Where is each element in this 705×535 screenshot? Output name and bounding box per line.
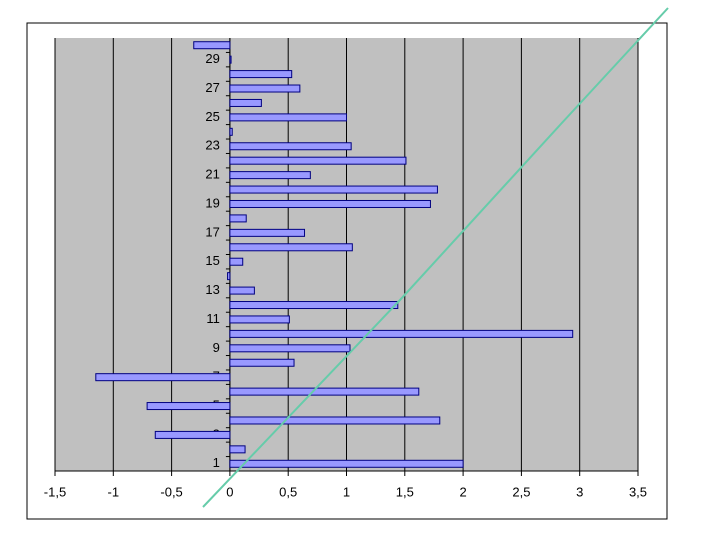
y-tick-label: 25 bbox=[205, 109, 219, 124]
y-tick-label: 17 bbox=[205, 224, 219, 239]
y-tick-label: 13 bbox=[205, 282, 219, 297]
bar bbox=[229, 286, 255, 295]
y-tick-label: 29 bbox=[205, 51, 219, 66]
x-tick-label: 2 bbox=[459, 484, 466, 499]
bar bbox=[229, 228, 306, 237]
bar bbox=[229, 358, 295, 367]
bar bbox=[146, 402, 231, 411]
x-tick-label: 3 bbox=[576, 484, 583, 499]
x-tick-label: 2,5 bbox=[512, 484, 530, 499]
bar bbox=[227, 272, 231, 281]
y-tick-label: 27 bbox=[205, 80, 219, 95]
y-tick-label: 1 bbox=[213, 455, 220, 470]
bar bbox=[229, 84, 301, 93]
bar bbox=[95, 373, 231, 382]
x-tick-label: 0 bbox=[226, 484, 233, 499]
x-tick-label: 0,5 bbox=[279, 484, 297, 499]
bar bbox=[154, 430, 231, 439]
bar bbox=[229, 315, 290, 324]
bar bbox=[229, 185, 438, 194]
trend-line bbox=[202, 7, 669, 508]
x-tick-label: -1,5 bbox=[44, 484, 66, 499]
bar bbox=[229, 171, 311, 180]
x-tick-label: 1,5 bbox=[396, 484, 414, 499]
y-tick-label: 19 bbox=[205, 195, 219, 210]
bar bbox=[229, 142, 352, 151]
x-tick-label: 3,5 bbox=[629, 484, 647, 499]
y-tick-label: 11 bbox=[206, 311, 220, 326]
bar bbox=[229, 70, 293, 79]
y-tick-label: 21 bbox=[205, 167, 219, 182]
bar bbox=[229, 199, 431, 208]
x-tick-label: 1 bbox=[343, 484, 350, 499]
y-tick-label: 23 bbox=[205, 138, 219, 153]
bar bbox=[229, 214, 247, 223]
bar bbox=[229, 301, 399, 310]
y-tick-label: 15 bbox=[205, 253, 219, 268]
x-tick-label: -1 bbox=[108, 484, 120, 499]
bar bbox=[229, 445, 246, 454]
chart-layer: -1,5-1-0,500,511,522,533,513579111315171… bbox=[44, 38, 647, 499]
bar bbox=[193, 41, 231, 50]
bar bbox=[229, 243, 353, 252]
bar bbox=[229, 55, 232, 64]
bar bbox=[229, 387, 420, 396]
bar bbox=[229, 416, 441, 425]
x-tick-label: -0,5 bbox=[160, 484, 182, 499]
bar bbox=[229, 329, 574, 338]
bar bbox=[229, 98, 262, 107]
bar bbox=[229, 113, 347, 122]
y-tick-label: 9 bbox=[213, 340, 220, 355]
bar bbox=[229, 344, 351, 353]
bar bbox=[229, 257, 244, 266]
bar bbox=[229, 459, 464, 468]
bar bbox=[229, 127, 233, 136]
bar bbox=[229, 156, 407, 165]
